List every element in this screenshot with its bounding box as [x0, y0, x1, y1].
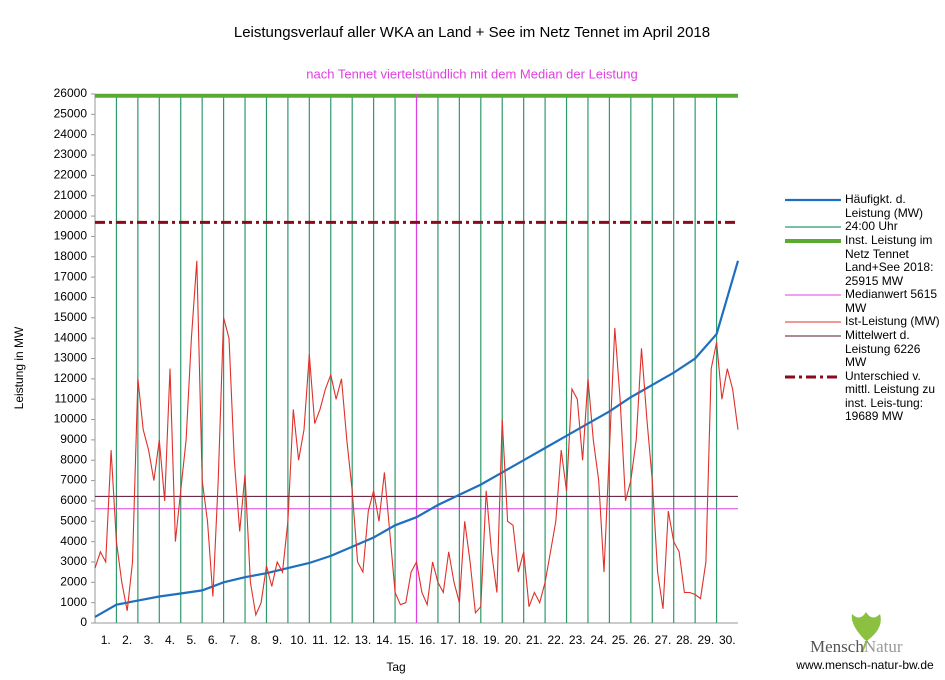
- legend-swatch: [785, 226, 841, 228]
- y-tick-label: 17000: [54, 269, 88, 283]
- y-tick-label: 15000: [54, 310, 88, 324]
- y-tick-label: 24000: [54, 127, 88, 141]
- y-tick-label: 10000: [54, 412, 88, 426]
- y-tick-label: 18000: [54, 249, 88, 263]
- chart-title: Leistungsverlauf aller WKA an Land + See…: [234, 24, 710, 41]
- y-tick-label: 14000: [54, 330, 88, 344]
- y-tick-label: 4000: [60, 534, 87, 548]
- x-tick-label: 8.: [251, 633, 261, 647]
- url: www.mensch-natur-bw.de: [795, 658, 934, 672]
- y-tick-label: 19000: [54, 229, 88, 243]
- brand-a: Mensch: [810, 637, 864, 656]
- x-tick-label: 9.: [272, 633, 282, 647]
- legend-swatch: [785, 375, 841, 378]
- y-tick-label: 5000: [60, 513, 87, 527]
- legend-entry: Medianwert 5615 MW: [785, 287, 943, 315]
- legend-swatch: [785, 198, 841, 202]
- y-tick-label: 25000: [54, 107, 88, 121]
- series-line: [94, 260, 739, 617]
- legend-label: Unterschied v. mittl. Leistung zu inst. …: [845, 368, 936, 423]
- y-tick-label: 22000: [54, 168, 88, 182]
- legend-entry: Unterschied v. mittl. Leistung zu inst. …: [785, 368, 943, 424]
- x-tick-label: 1.: [101, 633, 111, 647]
- x-tick-label: 13.: [355, 633, 372, 647]
- y-tick-label: 6000: [60, 493, 87, 507]
- x-tick-label: 28.: [676, 633, 693, 647]
- x-axis-label: Tag: [386, 660, 405, 674]
- legend-label: Medianwert 5615 MW: [845, 287, 938, 315]
- x-tick-label: 21.: [526, 633, 543, 647]
- legend-swatch: [785, 321, 841, 323]
- legend-swatch: [785, 294, 841, 296]
- x-tick-label: 10.: [290, 633, 307, 647]
- series-line: [94, 260, 740, 618]
- legend-label: Inst. Leistung im Netz Tennet Land+See 2…: [845, 233, 934, 288]
- x-tick-label: 23.: [569, 633, 586, 647]
- legend-label: Mittelwert d. Leistung 6226 MW: [845, 328, 921, 369]
- x-tick-label: 27.: [655, 633, 672, 647]
- y-tick-label: 16000: [54, 290, 88, 304]
- x-tick-label: 11.: [312, 633, 328, 647]
- y-tick-label: 9000: [60, 432, 87, 446]
- x-tick-label: 4.: [165, 633, 175, 647]
- x-tick-label: 12.: [333, 633, 350, 647]
- chart-subtitle: nach Tennet viertelstündlich mit dem Med…: [306, 66, 637, 81]
- x-tick-label: 24.: [590, 633, 607, 647]
- y-tick-label: 8000: [60, 452, 87, 466]
- legend-swatch: [785, 239, 841, 243]
- y-axis-label: Leistung in MW: [12, 326, 26, 409]
- x-tick-label: 29.: [698, 633, 715, 647]
- legend-entry: 24:00 Uhr: [785, 219, 943, 234]
- x-tick-label: 14.: [376, 633, 393, 647]
- legend: Häufigkt. d. Leistung (MW) 24:00 Uhr Inst.…: [785, 192, 943, 424]
- x-tick-label: 18.: [462, 633, 479, 647]
- legend-swatch: [785, 335, 841, 337]
- brand-b: Natur: [864, 637, 903, 656]
- y-tick-label: 2000: [60, 574, 87, 588]
- x-tick-label: 3.: [144, 633, 154, 647]
- y-tick-label: 11000: [55, 391, 88, 405]
- x-tick-label: 22.: [547, 633, 564, 647]
- legend-label: 24:00 Uhr: [845, 219, 898, 233]
- y-tick-label: 1000: [60, 595, 87, 609]
- legend-entry: Häufigkt. d. Leistung (MW): [785, 192, 943, 220]
- x-tick-label: 16.: [419, 633, 436, 647]
- y-tick-label: 12000: [54, 371, 88, 385]
- y-tick-label: 23000: [54, 147, 88, 161]
- y-tick-label: 13000: [54, 351, 88, 365]
- y-tick-label: 3000: [60, 554, 87, 568]
- x-tick-label: 2.: [122, 633, 132, 647]
- legend-label: Häufigkt. d. Leistung (MW): [845, 192, 924, 220]
- y-tick-label: 26000: [54, 86, 88, 100]
- x-tick-label: 17.: [440, 633, 457, 647]
- x-tick-label: 26.: [633, 633, 650, 647]
- x-tick-label: 7.: [229, 633, 239, 647]
- legend-entry: Inst. Leistung im Netz Tennet Land+See 2…: [785, 233, 943, 288]
- x-tick-label: 20.: [505, 633, 522, 647]
- legend-entry: Mittelwert d. Leistung 6226 MW: [785, 328, 943, 370]
- x-tick-label: 19.: [483, 633, 500, 647]
- y-tick-label: 7000: [60, 473, 87, 487]
- x-tick-label: 15.: [397, 633, 414, 647]
- y-tick-label: 20000: [54, 208, 88, 222]
- logo-leaf: [851, 612, 881, 653]
- brand: MenschNatur: [810, 637, 903, 656]
- y-tick-label: 0: [80, 615, 87, 629]
- x-tick-label: 6.: [208, 633, 218, 647]
- x-tick-label: 5.: [186, 633, 196, 647]
- legend-entry: Ist-Leistung (MW): [785, 314, 943, 329]
- x-tick-label: 30.: [719, 633, 736, 647]
- legend-label: Ist-Leistung (MW): [845, 314, 940, 328]
- x-tick-label: 25.: [612, 633, 629, 647]
- y-tick-label: 21000: [54, 188, 88, 202]
